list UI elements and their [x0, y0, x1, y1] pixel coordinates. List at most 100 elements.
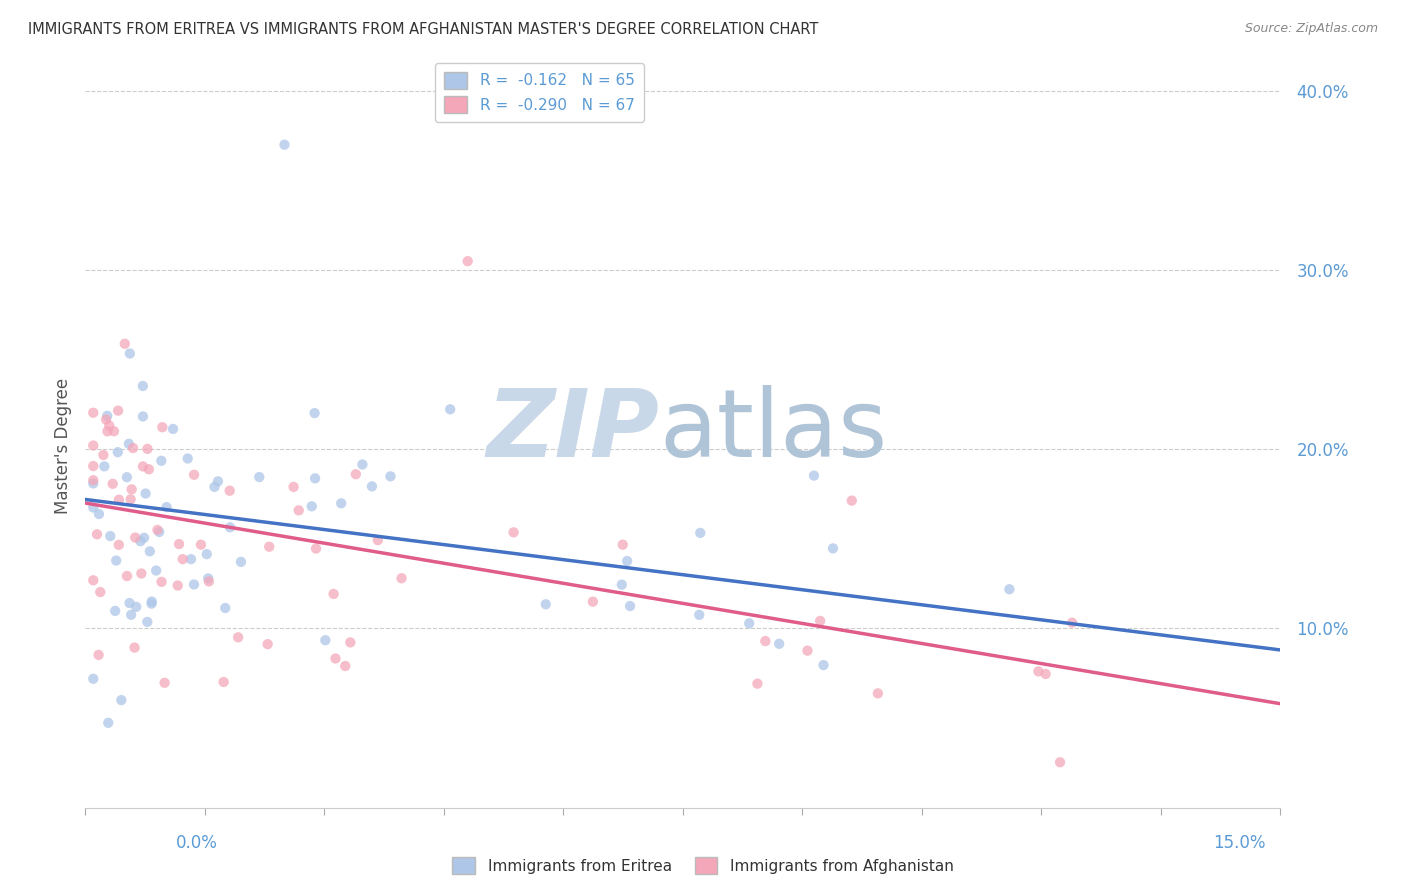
Point: [198, 574, 221, 589]
Point: [131, 566, 153, 581]
Point: [229, 555, 252, 569]
Point: [335, 659, 357, 673]
Point: [148, 524, 170, 539]
Point: [180, 552, 202, 566]
Point: [325, 651, 347, 665]
Point: [219, 520, 242, 534]
Point: [118, 437, 141, 451]
Point: [304, 471, 326, 485]
Point: [82, 574, 104, 588]
Point: [115, 569, 138, 583]
Point: [98, 529, 121, 543]
Point: [582, 595, 605, 609]
Point: [204, 480, 226, 494]
Point: [96, 409, 118, 423]
Point: [1035, 667, 1057, 681]
Point: [132, 409, 155, 424]
Point: [141, 594, 163, 608]
Point: [214, 601, 236, 615]
Point: [195, 547, 218, 561]
Point: [1062, 615, 1084, 630]
Point: [82, 500, 104, 515]
Point: [305, 541, 328, 556]
Text: 0.0%: 0.0%: [176, 834, 218, 852]
Point: [247, 470, 270, 484]
Text: Source: ZipAtlas.com: Source: ZipAtlas.com: [1244, 22, 1378, 36]
Point: [155, 500, 177, 515]
Point: [190, 538, 212, 552]
Text: IMMIGRANTS FROM ERITREA VS IMMIGRANTS FROM AFGHANISTAN MASTER'S DEGREE CORRELATI: IMMIGRANTS FROM ERITREA VS IMMIGRANTS FR…: [28, 22, 818, 37]
Point: [361, 479, 384, 493]
Point: [82, 459, 104, 474]
Point: [813, 658, 835, 673]
Point: [87, 507, 110, 521]
Point: [183, 577, 205, 591]
Point: [135, 486, 157, 500]
Point: [796, 643, 818, 657]
Point: [101, 476, 124, 491]
Point: [166, 578, 188, 592]
Point: [145, 564, 167, 578]
Point: [150, 454, 173, 468]
Point: [136, 442, 159, 456]
Point: [97, 715, 120, 730]
Point: [124, 640, 146, 655]
Point: [1049, 756, 1071, 770]
Point: [120, 607, 142, 622]
Point: [803, 468, 825, 483]
Point: [367, 533, 389, 548]
Point: [207, 475, 229, 489]
Point: [183, 467, 205, 482]
Point: [82, 476, 104, 491]
Point: [98, 418, 121, 433]
Point: [118, 346, 141, 360]
Point: [93, 448, 115, 462]
Point: [93, 459, 115, 474]
Point: [150, 420, 173, 434]
Point: [754, 634, 776, 648]
Point: [82, 473, 104, 487]
Point: [218, 483, 240, 498]
Point: [172, 552, 194, 566]
Point: [391, 571, 413, 585]
Point: [96, 425, 118, 439]
Point: [118, 596, 141, 610]
Point: [177, 451, 200, 466]
Point: [866, 686, 889, 700]
Point: [86, 527, 108, 541]
Point: [212, 675, 235, 690]
Point: [339, 635, 361, 649]
Point: [314, 633, 336, 648]
Text: 15.0%: 15.0%: [1213, 834, 1265, 852]
Point: [89, 585, 111, 599]
Point: [82, 672, 104, 686]
Point: [344, 467, 367, 482]
Point: [689, 525, 711, 540]
Point: [808, 614, 831, 628]
Point: [257, 540, 280, 554]
Point: [139, 544, 162, 558]
Point: [688, 607, 710, 622]
Point: [141, 597, 163, 611]
Point: [619, 599, 641, 613]
Point: [439, 402, 461, 417]
Point: [821, 541, 844, 556]
Point: [738, 616, 761, 631]
Point: [457, 254, 479, 268]
Point: [534, 597, 557, 611]
Point: [287, 503, 309, 517]
Point: [121, 483, 143, 497]
Point: [136, 615, 159, 629]
Point: [616, 554, 638, 568]
Point: [301, 500, 323, 514]
Point: [502, 525, 524, 540]
Point: [197, 571, 219, 585]
Text: ZIP: ZIP: [486, 385, 659, 477]
Text: atlas: atlas: [659, 385, 887, 477]
Point: [110, 693, 132, 707]
Point: [114, 336, 136, 351]
Point: [330, 496, 353, 510]
Legend: R =  -0.162   N = 65, R =  -0.290   N = 67: R = -0.162 N = 65, R = -0.290 N = 67: [436, 62, 644, 122]
Point: [104, 604, 127, 618]
Point: [153, 675, 176, 690]
